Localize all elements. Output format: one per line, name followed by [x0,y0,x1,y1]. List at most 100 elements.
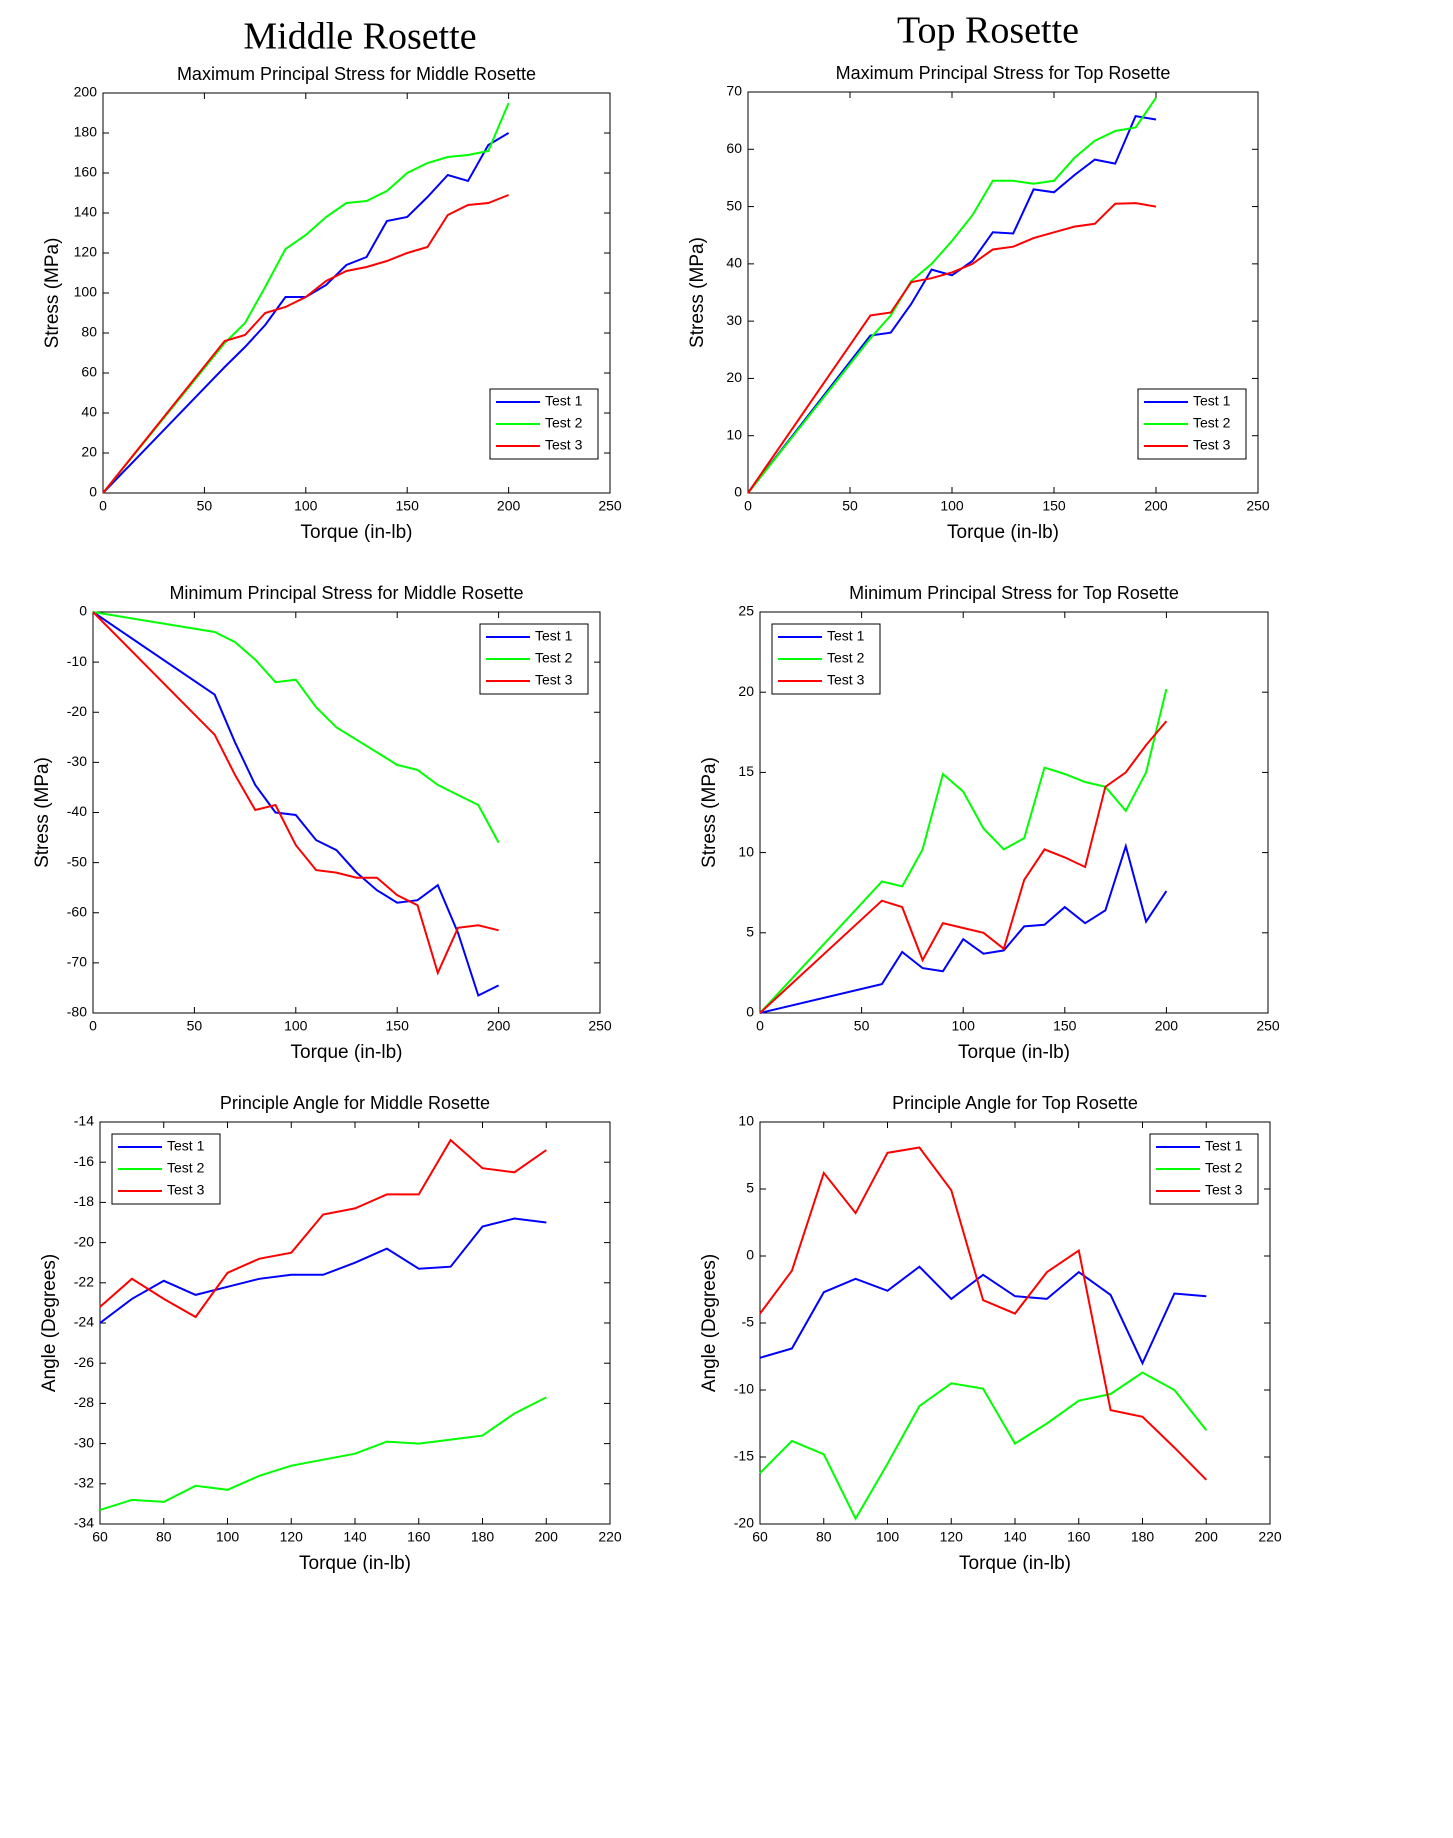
x-axis-label: Torque (in-lb) [947,522,1059,543]
y-tick-label: -15 [734,1448,754,1464]
x-tick-label: 220 [598,1529,622,1545]
y-tick-label: -5 [742,1314,755,1330]
x-tick-label: 50 [187,1018,203,1034]
data-line [102,102,510,494]
y-tick-label: -70 [67,954,87,970]
x-tick-label: 250 [1246,498,1270,514]
chart: Maximum Principal Stress for Middle Rose… [42,64,622,543]
x-tick-label: 200 [1155,1018,1179,1034]
x-tick-label: 250 [1256,1018,1280,1034]
y-tick-label: 80 [81,324,97,340]
column-heading: Top Rosette [897,10,1079,52]
x-tick-label: 180 [471,1529,495,1545]
legend-label: Test 3 [1193,437,1231,453]
y-tick-label: 0 [746,1004,754,1020]
x-tick-label: 200 [1195,1529,1219,1545]
y-tick-label: 15 [738,763,754,779]
y-axis-label: Stress (MPa) [699,757,720,868]
x-tick-label: 100 [876,1529,900,1545]
y-tick-label: 0 [734,484,742,500]
y-tick-label: -14 [74,1113,94,1129]
legend-label: Test 2 [1205,1160,1243,1176]
y-axis-label: Stress (MPa) [42,238,63,349]
y-tick-label: -30 [74,1434,94,1450]
x-tick-label: 60 [92,1529,108,1545]
legend-label: Test 3 [545,437,583,453]
legend-label: Test 1 [1193,393,1231,409]
chart-title: Maximum Principal Stress for Top Rosette [836,63,1171,83]
x-axis-label: Torque (in-lb) [301,522,413,543]
legend-label: Test 1 [535,628,573,644]
x-tick-label: 50 [854,1018,870,1034]
chart: Minimum Principal Stress for Middle Rose… [32,583,612,1063]
x-tick-label: 160 [1067,1529,1091,1545]
y-tick-label: -34 [74,1515,94,1531]
x-axis-label: Torque (in-lb) [958,1042,1070,1063]
y-tick-label: 20 [726,369,742,385]
chart: Principle Angle for Middle Rosette Torque… [39,1093,622,1574]
y-tick-label: 0 [89,484,97,500]
y-tick-label: 20 [81,444,97,460]
x-axis-label: Torque (in-lb) [291,1042,403,1063]
x-tick-label: 160 [407,1529,431,1545]
x-tick-label: 50 [197,498,213,514]
legend-label: Test 2 [827,650,865,666]
y-tick-label: 0 [79,603,87,619]
y-tick-label: 20 [738,683,754,699]
y-tick-label: 180 [74,124,98,140]
x-tick-label: 140 [1003,1529,1027,1545]
chart: Minimum Principal Stress for Top Rosette… [699,583,1280,1063]
y-tick-label: -10 [734,1381,754,1397]
x-axis-label: Torque (in-lb) [959,1553,1071,1574]
data-line [92,611,499,976]
x-tick-label: 150 [1042,498,1066,514]
legend-label: Test 3 [167,1182,205,1198]
y-tick-label: 5 [746,924,754,940]
legend-label: Test 3 [1205,1182,1243,1198]
legend-label: Test 3 [827,672,865,688]
x-tick-label: 0 [756,1018,764,1034]
y-tick-label: 120 [74,244,98,260]
chart: Maximum Principal Stress for Top Rosette… [687,63,1270,543]
y-tick-label: 50 [726,197,742,213]
y-tick-label: 60 [726,140,742,156]
y-tick-label: 30 [726,312,742,328]
chart-title: Maximum Principal Stress for Middle Rose… [177,64,536,84]
legend-label: Test 3 [535,672,573,688]
y-tick-label: 60 [81,364,97,380]
legend-label: Test 2 [167,1160,205,1176]
data-line [92,611,500,844]
x-tick-label: 150 [1053,1018,1077,1034]
y-tick-label: -20 [734,1515,754,1531]
legend-label: Test 2 [535,650,573,666]
y-tick-label: -24 [74,1314,94,1330]
x-tick-label: 220 [1258,1529,1282,1545]
y-tick-label: -26 [74,1354,94,1370]
x-tick-label: 0 [744,498,752,514]
x-tick-label: 60 [752,1529,768,1545]
data-line [102,194,509,494]
y-tick-label: 40 [81,404,97,420]
y-axis-label: Angle (Degrees) [699,1254,720,1392]
y-tick-label: -40 [67,803,87,819]
y-tick-label: 70 [726,83,742,99]
x-tick-label: 0 [99,498,107,514]
y-tick-label: 0 [746,1247,754,1263]
x-tick-label: 100 [284,1018,308,1034]
data-line [99,1138,547,1319]
data-line [747,114,1157,494]
x-tick-label: 100 [294,498,318,514]
x-tick-label: 50 [842,498,858,514]
y-tick-label: -18 [74,1193,94,1209]
y-tick-label: 25 [738,603,754,619]
y-tick-label: 10 [738,1113,754,1129]
data-line [99,1396,547,1511]
y-tick-label: -20 [74,1233,94,1249]
data-line [759,1265,1207,1366]
legend-label: Test 2 [545,415,583,431]
y-tick-label: 160 [74,164,98,180]
chart-title: Principle Angle for Top Rosette [892,1093,1138,1113]
data-line [759,1371,1208,1521]
legend-label: Test 1 [827,628,865,644]
data-line [759,688,1168,1014]
